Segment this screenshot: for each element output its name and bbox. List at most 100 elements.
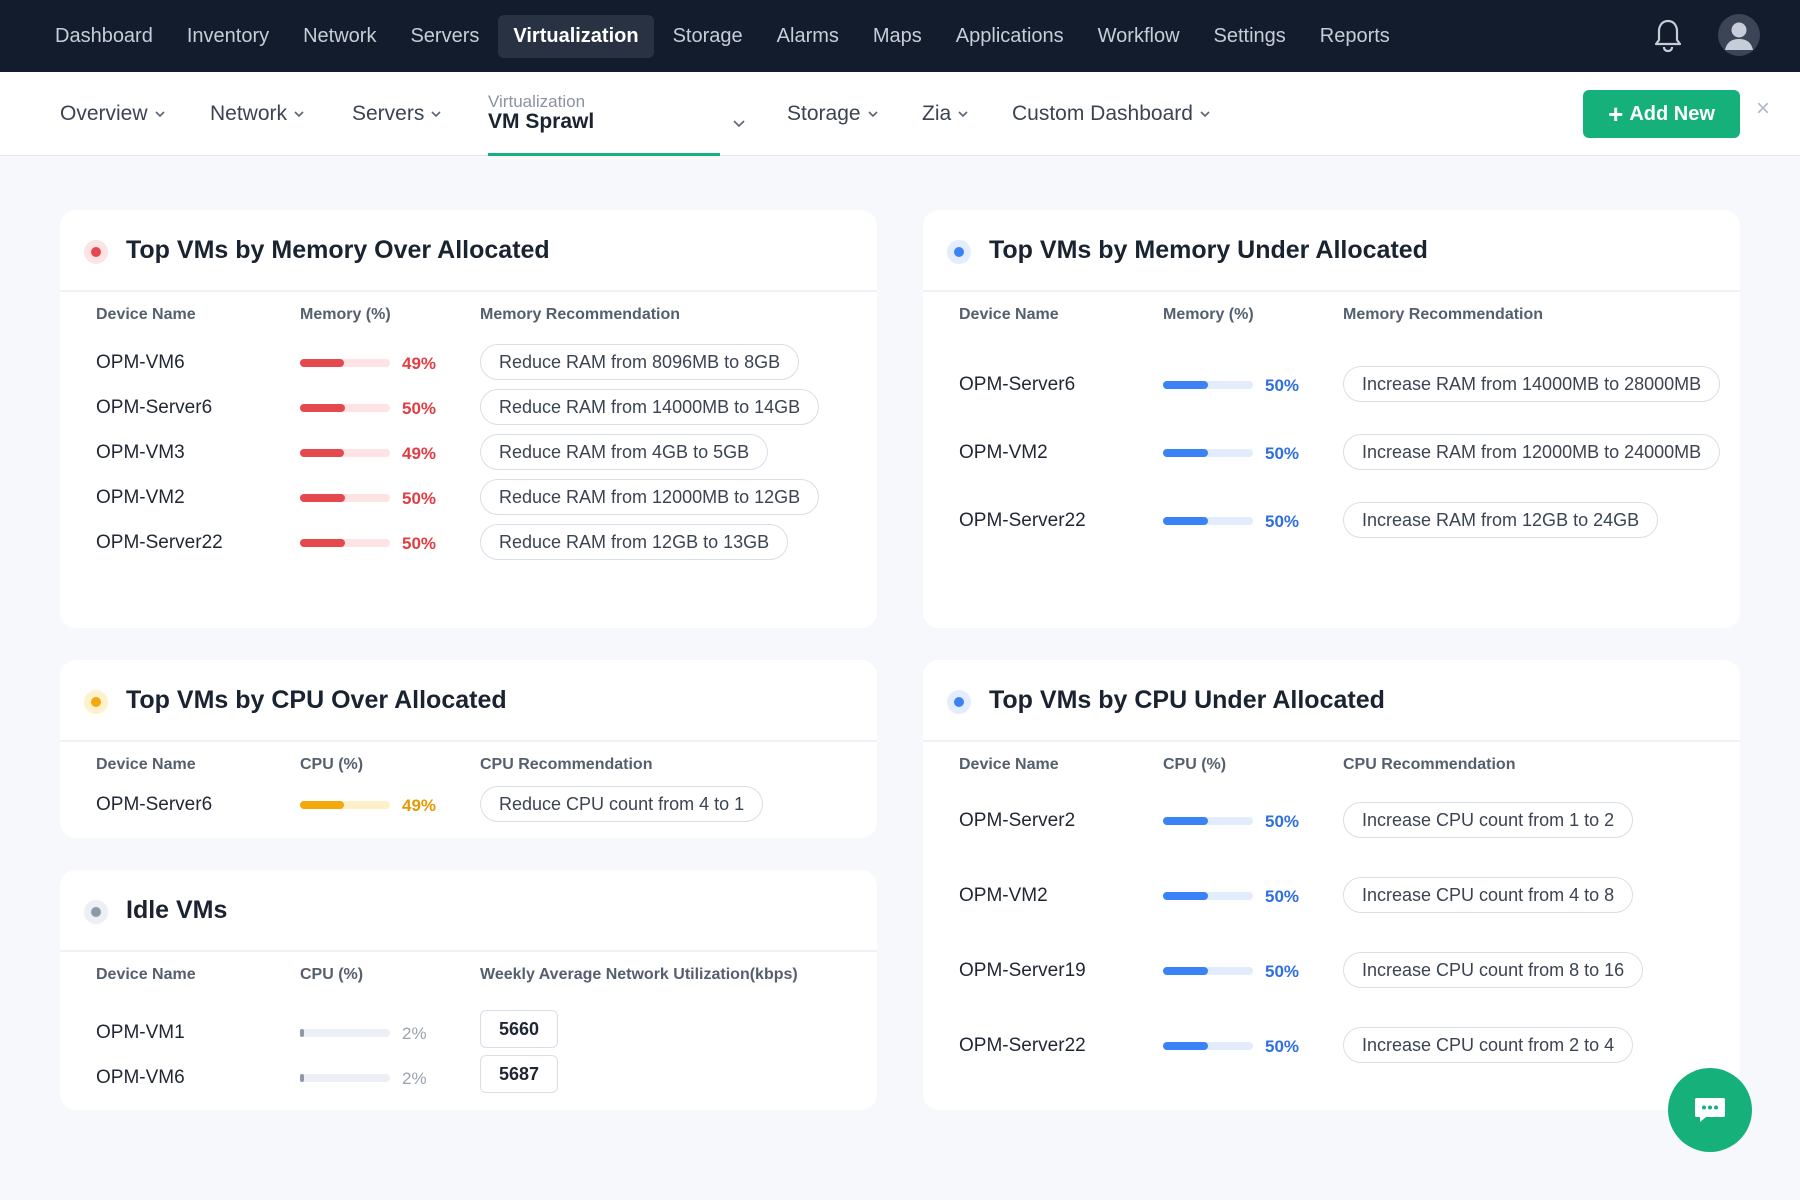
tab-overview-label: Overview [60,102,148,125]
network-utilization-value: 5687 [480,1055,559,1093]
status-dot-icon [84,240,108,264]
column-header-device: Device Name [959,756,1059,773]
topnav-item-network[interactable]: Network [303,24,377,47]
usage-percent: 50% [1265,376,1300,395]
usage-bar [300,359,390,367]
tab-zia[interactable]: Zia [922,72,969,156]
table-row: OPM-Server6 49% Reduce CPU count from 4 to… [60,786,877,826]
table-row: OPM-Server6 50% Increase RAM from 14000MB … [923,366,1740,406]
add-new-button[interactable]: + Add New [1583,90,1740,138]
device-name[interactable]: OPM-VM6 [96,352,185,373]
add-new-label: Add New [1629,102,1715,125]
usage-bar [300,494,390,502]
card-cpu-under-allocated: Top VMs by CPU Under Allocated Device Na… [923,660,1740,1110]
usage-percent: 2% [402,1069,427,1088]
topnav-item-workflow[interactable]: Workflow [1097,24,1180,47]
top-navigation: Dashboard Inventory Network Servers Virt… [0,0,1800,72]
usage-bar [300,1074,390,1082]
status-dot-icon [947,240,971,264]
tab-vm-sprawl-label: VM Sprawl [488,110,595,133]
table-row: OPM-Server19 50% Increase CPU count from 8… [923,952,1740,992]
table-row: OPM-Server22 50% Increase RAM from 12GB to… [923,502,1740,542]
column-header-recommendation: CPU Recommendation [480,756,653,773]
usage-percent: 50% [402,399,437,418]
usage-bar [1163,517,1253,525]
device-name[interactable]: OPM-VM2 [959,885,1048,906]
card-header: Top VMs by Memory Under Allocated [923,210,1740,292]
topnav-item-settings[interactable]: Settings [1213,24,1286,47]
topnav-item-reports[interactable]: Reports [1319,24,1390,47]
usage-bar-fill [1163,1042,1208,1050]
recommendation-pill: Increase CPU count from 2 to 4 [1343,1027,1634,1063]
table-row: OPM-Server22 50% Increase CPU count from 2… [923,1027,1740,1067]
tab-storage[interactable]: Storage [787,72,879,156]
card-title: Top VMs by CPU Over Allocated [126,686,507,714]
recommendation-pill: Reduce CPU count from 4 to 1 [480,786,764,822]
device-name[interactable]: OPM-VM6 [96,1067,185,1088]
device-name[interactable]: OPM-Server22 [96,532,223,553]
plus-icon: + [1608,99,1624,129]
device-name[interactable]: OPM-VM3 [96,442,185,463]
device-name[interactable]: OPM-Server22 [959,1035,1086,1056]
device-name[interactable]: OPM-Server2 [959,810,1076,831]
tab-network[interactable]: Network [210,72,305,156]
table-row: OPM-VM1 2% 5660 [60,1010,877,1054]
device-name[interactable]: OPM-Server6 [96,794,213,815]
device-name[interactable]: OPM-VM2 [959,442,1048,463]
usage-bar [300,1029,390,1037]
column-header-metric: Memory (%) [300,306,391,323]
user-avatar-icon[interactable] [1718,14,1760,56]
device-name[interactable]: OPM-Server6 [959,374,1076,395]
table-row: OPM-Server6 50% Reduce RAM from 14000MB to… [60,389,877,429]
bell-icon[interactable] [1652,18,1684,54]
usage-bar [1163,1042,1253,1050]
device-name[interactable]: OPM-Server6 [96,397,213,418]
usage-bar-fill [300,404,345,412]
usage-bar-fill [1163,381,1208,389]
topnav-item-maps[interactable]: Maps [872,24,922,47]
tab-network-label: Network [210,102,288,125]
card-title: Top VMs by Memory Under Allocated [989,236,1428,264]
usage-percent: 50% [1265,887,1300,906]
tab-overview[interactable]: Overview [60,72,166,156]
device-name[interactable]: OPM-Server19 [959,960,1086,981]
table-row: OPM-Server22 50% Reduce RAM from 12GB to 1… [60,524,877,564]
column-header-recommendation: Memory Recommendation [480,306,681,323]
top-menu: Dashboard Inventory Network Servers Virt… [40,0,1409,72]
tab-servers[interactable]: Servers [352,72,442,156]
usage-percent: 50% [1265,512,1300,531]
topnav-item-servers[interactable]: Servers [410,24,480,47]
tab-vm-sprawl[interactable]: Virtualization VM Sprawl [488,72,745,156]
topnav-item-dashboard[interactable]: Dashboard [55,24,153,47]
column-header-metric: CPU (%) [300,966,364,983]
tab-custom-dashboard[interactable]: Custom Dashboard [1012,72,1211,156]
column-header-device: Device Name [96,966,196,983]
chevron-down-icon [294,111,304,118]
device-name[interactable]: OPM-Server22 [959,510,1086,531]
topnav-item-alarms[interactable]: Alarms [776,24,839,47]
table-row: OPM-VM2 50% Increase RAM from 12000MB to 2… [923,434,1740,474]
close-icon[interactable]: × [1755,95,1770,122]
chevron-down-icon[interactable] [732,116,746,130]
device-name[interactable]: OPM-VM2 [96,487,185,508]
topnav-item-inventory[interactable]: Inventory [186,24,270,47]
column-header-metric: CPU (%) [1163,756,1227,773]
column-header-recommendation: CPU Recommendation [1343,756,1516,773]
column-header-metric: Memory (%) [1163,306,1254,323]
column-header-device: Device Name [96,306,196,323]
tab-storage-label: Storage [787,102,861,125]
chat-button[interactable] [1668,1068,1752,1152]
device-name[interactable]: OPM-VM1 [96,1022,185,1043]
topnav-item-virtualization[interactable]: Virtualization [498,14,654,58]
recommendation-pill: Reduce RAM from 12GB to 13GB [480,524,789,560]
status-dot-icon [947,690,971,714]
usage-bar-fill [300,801,345,809]
recommendation-pill: Increase CPU count from 1 to 2 [1343,802,1634,838]
topnav-item-storage[interactable]: Storage [672,24,743,47]
usage-bar-fill [300,494,345,502]
chat-icon [1695,1098,1725,1122]
column-header-metric: CPU (%) [300,756,364,773]
usage-bar-fill [1163,449,1208,457]
usage-bar-fill [300,539,345,547]
topnav-item-applications[interactable]: Applications [955,24,1064,47]
